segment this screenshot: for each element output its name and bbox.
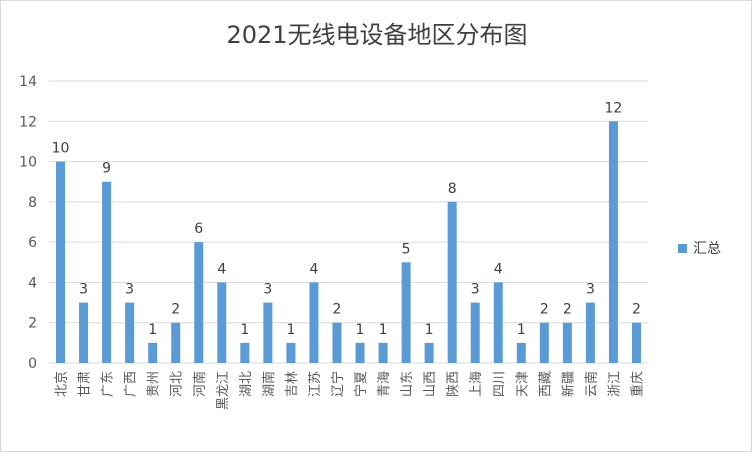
data-label: 2 (333, 302, 342, 318)
bar (125, 302, 135, 363)
y-tick-label: 10 (19, 155, 37, 171)
x-tick-label: 黑龙江 (216, 371, 231, 410)
data-label: 2 (540, 302, 549, 318)
x-tick-label: 新疆 (560, 371, 576, 397)
data-label: 3 (263, 282, 272, 298)
x-tick-label: 江苏 (307, 371, 323, 397)
x-tick-label: 吉林 (285, 371, 300, 397)
chart-title: 2021无线电设备地区分布图 (226, 21, 528, 49)
x-tick-label: 广西 (124, 371, 139, 397)
bar (286, 342, 296, 363)
bar (470, 302, 480, 363)
data-label: 3 (79, 282, 88, 298)
x-tick-label: 北京 (55, 371, 70, 397)
data-label: 1 (425, 322, 434, 338)
bar (309, 282, 319, 363)
bar (56, 161, 66, 363)
x-tick-label: 天津 (515, 371, 530, 397)
bar (355, 342, 365, 363)
bar (148, 342, 158, 363)
bar (263, 302, 273, 363)
bar (240, 342, 250, 363)
y-tick-label: 6 (28, 235, 37, 251)
x-tick-label: 广东 (101, 371, 116, 397)
data-label: 10 (52, 141, 70, 157)
bar (194, 242, 204, 363)
x-tick-label: 宁夏 (353, 371, 369, 397)
legend-label: 汇总 (693, 241, 721, 257)
bar (102, 181, 112, 363)
y-tick-label: 12 (19, 114, 37, 130)
y-tick-label: 8 (28, 195, 37, 211)
bar (608, 121, 618, 364)
data-label: 1 (240, 322, 249, 338)
legend: 汇总 (678, 238, 721, 258)
bar (378, 342, 388, 363)
data-label: 3 (586, 282, 595, 298)
x-tick-label: 上海 (469, 371, 484, 397)
x-tick-label: 河南 (192, 371, 208, 397)
x-tick-label: 湖北 (239, 371, 254, 397)
y-tick-label: 14 (19, 74, 37, 90)
data-label: 2 (632, 302, 641, 318)
data-label: 1 (148, 322, 157, 338)
x-tick-label: 湖南 (261, 371, 277, 397)
data-label: 8 (448, 181, 457, 197)
x-tick-label: 辽宁 (330, 371, 346, 397)
x-tick-label: 贵州 (147, 371, 162, 397)
data-label: 1 (379, 322, 388, 338)
x-tick-label: 浙江 (607, 371, 622, 397)
bar (631, 322, 641, 363)
bar (424, 342, 434, 363)
data-label: 12 (605, 100, 623, 116)
x-tick-label: 甘肃 (78, 371, 93, 397)
y-tick-label: 0 (28, 356, 37, 372)
data-label: 1 (517, 322, 526, 338)
x-tick-label: 河北 (170, 371, 185, 397)
bar (401, 262, 411, 363)
bar (447, 201, 457, 363)
y-tick-label: 2 (28, 316, 37, 332)
x-tick-label: 青海 (377, 371, 392, 397)
data-label: 3 (125, 282, 134, 298)
bar (585, 302, 595, 363)
bar (493, 282, 503, 363)
data-label: 4 (309, 261, 318, 277)
data-label: 2 (171, 302, 180, 318)
x-tick-label: 山东 (400, 371, 415, 397)
data-label: 5 (402, 241, 411, 257)
data-label: 2 (563, 302, 572, 318)
x-tick-label: 四川 (492, 371, 507, 397)
legend-swatch (678, 243, 687, 253)
bar (79, 302, 89, 363)
data-label: 4 (217, 261, 226, 277)
x-tick-label: 山西 (423, 371, 438, 397)
y-tick-label: 4 (28, 275, 37, 291)
x-tick-label: 重庆 (629, 371, 645, 397)
x-tick-label: 云南 (583, 371, 599, 397)
data-label: 1 (286, 322, 295, 338)
x-tick-label: 西藏 (538, 371, 553, 397)
data-label: 3 (471, 282, 480, 298)
data-label: 4 (494, 261, 503, 277)
bar (217, 282, 227, 363)
bar (539, 322, 549, 363)
data-label: 9 (102, 161, 111, 177)
data-label: 6 (194, 221, 203, 237)
bar (516, 342, 526, 363)
x-tick-label: 陕西 (446, 371, 461, 397)
bar (171, 322, 181, 363)
bar (562, 322, 572, 363)
data-label: 1 (356, 322, 365, 338)
bar (332, 322, 342, 363)
